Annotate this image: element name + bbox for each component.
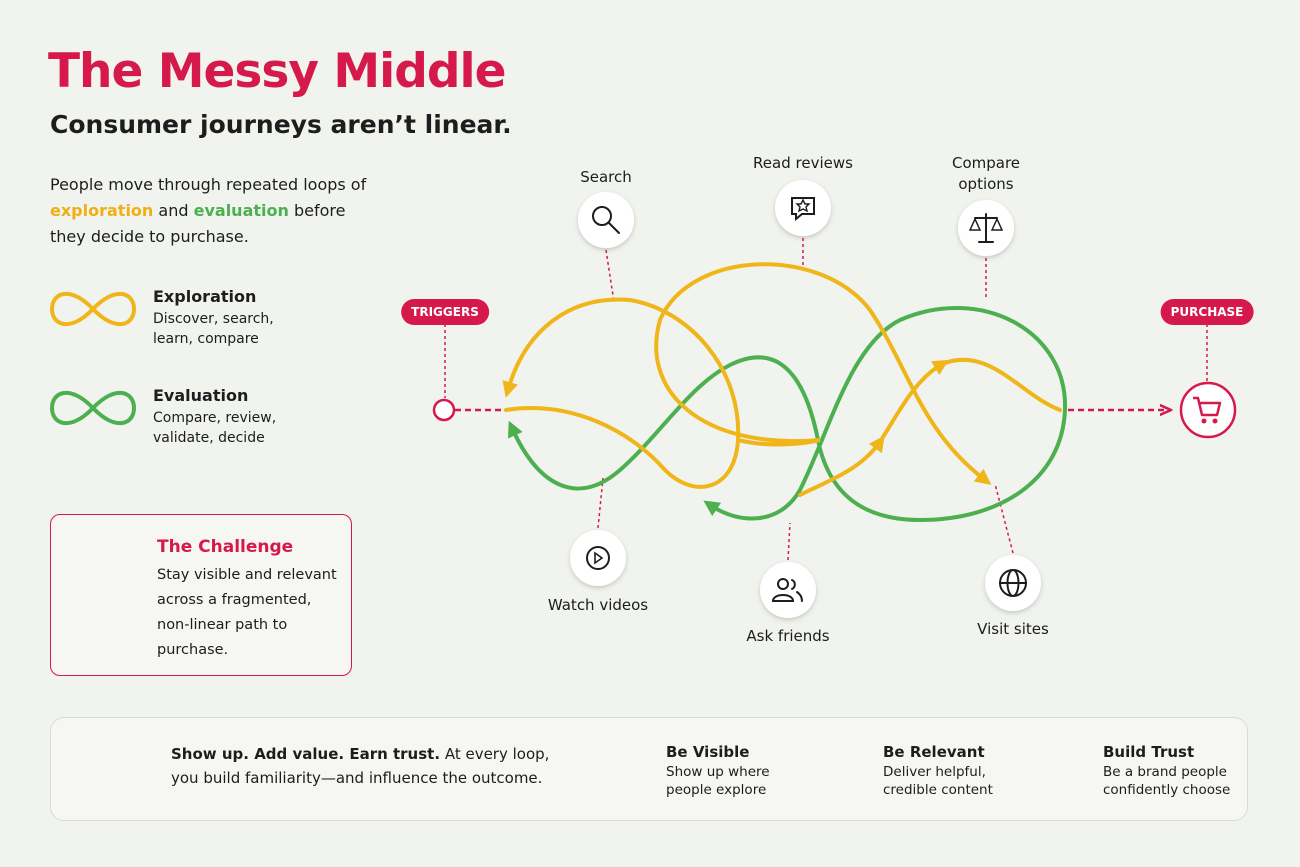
pillar: Build Trust Be a brand people confidentl…: [1103, 743, 1238, 799]
pillar-title: Be Relevant: [883, 743, 985, 761]
cart-wheel: [1212, 418, 1218, 424]
node-icons-part: [760, 562, 816, 618]
start-label: TRIGGERS: [401, 299, 489, 325]
pillar: Be Visible Show up where people explore: [666, 743, 796, 799]
intro-highlight: exploration: [50, 201, 154, 220]
intro-text: and: [158, 201, 189, 220]
node-label: Read reviews: [753, 154, 853, 172]
evaluation-loops-part: [508, 420, 622, 491]
evaluation-loops-part: [618, 305, 1068, 523]
icon-glyphs-part: [777, 578, 789, 590]
cart-glyph: [1193, 396, 1222, 417]
connectors-part: [787, 522, 791, 561]
node-icons-part: [578, 192, 634, 248]
connectors: [444, 238, 1208, 561]
icon-glyphs-part: [586, 546, 610, 570]
intro-text: before they decide to purchase.: [50, 201, 346, 246]
legend-description: Discover, search, learn, compare: [153, 311, 274, 347]
connectors-part: [597, 477, 604, 529]
node-label: Visit sites: [977, 620, 1049, 638]
legend-title: Evaluation: [153, 386, 249, 405]
evaluation-loops: [508, 305, 1068, 523]
node-icons-part: [570, 530, 626, 586]
node-label: Ask friends: [746, 627, 830, 645]
footer-headline: Show up. Add value. Earn trust.: [171, 745, 441, 763]
exploration-loops: [502, 262, 1062, 497]
legend-loop-exploration: [49, 291, 137, 327]
icon-glyphs-part: [594, 551, 604, 565]
pillar-title: Be Visible: [666, 743, 750, 761]
footer-text: At every loop, you build familiarity—and…: [171, 745, 550, 787]
icon-glyphs-part: [791, 579, 803, 602]
intro-highlight: evaluation: [193, 201, 289, 220]
pillar-description: Show up where people explore: [666, 764, 770, 798]
icon-glyphs-part: [771, 594, 795, 602]
pillar-title: Build Trust: [1103, 743, 1195, 761]
challenge-box: The Challenge Stay visible and relevant …: [50, 514, 352, 676]
icon-glyphs-part: [592, 206, 612, 226]
exploration-loops-part: [878, 359, 949, 444]
purchase-icon: [1179, 381, 1237, 439]
node-label: Compare options: [951, 154, 1021, 193]
footer-message: Show up. Add value. Earn trust. At every…: [171, 742, 571, 790]
intro: People move through repeated loops of ex…: [50, 172, 380, 250]
exploration-loops-part: [940, 357, 1062, 412]
subtitle: Consumer journeys aren’t linear.: [50, 110, 512, 139]
icon-glyphs-part: [608, 222, 620, 234]
legend-title: Exploration: [153, 287, 257, 306]
pillar-description: Be a brand people confidently choose: [1103, 764, 1231, 798]
title: The Messy Middle: [48, 44, 507, 99]
legend-description: Compare, review, validate, decide: [153, 410, 277, 446]
challenge-text: Stay visible and relevant across a fragm…: [157, 567, 337, 658]
legend-item: Exploration Discover, search, learn, com…: [153, 287, 283, 349]
intro-text: People move through repeated loops of: [50, 175, 367, 194]
exploration-loops-part: [798, 435, 885, 497]
end-label: PURCHASE: [1160, 299, 1254, 325]
pillar-description: Deliver helpful, credible content: [883, 764, 993, 798]
legend-item: Evaluation Compare, review, validate, de…: [153, 386, 283, 448]
connectors-part: [994, 483, 1014, 554]
icon-glyphs-part: [968, 217, 1004, 231]
icon-glyphs-part: [795, 198, 811, 213]
legend-loop-evaluation: [49, 390, 137, 426]
exploration-loops-part: [502, 297, 741, 489]
icon-glyphs: [586, 197, 1027, 602]
pillar: Be Relevant Deliver helpful, credible co…: [883, 743, 1013, 799]
exploration-loops-part: [654, 262, 992, 485]
node-label: Search: [580, 168, 632, 186]
trigger-point: [432, 398, 456, 422]
challenge-title: The Challenge: [157, 537, 294, 557]
footer: Show up. Add value. Earn trust. At every…: [50, 717, 1248, 821]
connectors-part: [605, 249, 615, 303]
icon-glyphs-part: [791, 197, 815, 222]
node-label: Watch videos: [547, 596, 649, 614]
node-icons-part: [775, 180, 831, 236]
cart-wheel: [1201, 418, 1207, 424]
